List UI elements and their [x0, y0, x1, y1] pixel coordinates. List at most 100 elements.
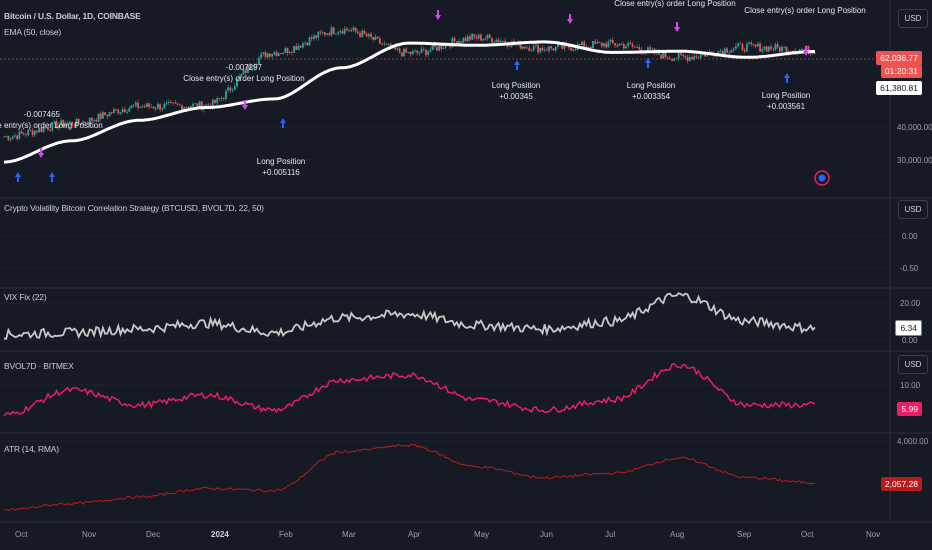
candle-body — [97, 113, 100, 122]
atr-pane-title[interactable]: ATR (14, RMA) — [4, 444, 59, 454]
candle-body — [244, 69, 247, 73]
trade-annotation: Long Position +0.00345 — [491, 81, 541, 101]
candle-body — [341, 31, 344, 34]
candle-body — [477, 34, 480, 39]
candle-body — [295, 46, 298, 50]
time-label: Nov — [866, 530, 881, 539]
time-label: Sep — [737, 530, 752, 539]
candle-body — [106, 115, 109, 117]
currency-button-strategy[interactable]: USD — [898, 200, 928, 219]
candle-body — [42, 127, 45, 132]
candle-body — [488, 34, 491, 38]
candle-body — [534, 44, 537, 46]
candle-body — [36, 130, 38, 133]
vix-fix-line — [4, 292, 816, 340]
candle-body — [482, 39, 485, 41]
currency-button-main[interactable]: USD — [898, 9, 928, 28]
candle-body — [163, 103, 166, 109]
candle-body — [545, 49, 548, 51]
candle-body — [462, 37, 465, 43]
candle-body — [334, 33, 337, 35]
candle-body — [271, 54, 274, 57]
candle-body — [416, 50, 419, 53]
candle-body — [242, 69, 245, 75]
candle-body — [387, 43, 390, 45]
bvol-value-badge: 5.99 — [897, 402, 922, 416]
candle-body — [785, 46, 788, 54]
candle-body — [93, 120, 96, 121]
candle-body — [260, 53, 263, 58]
candle-body — [378, 38, 381, 44]
atr-tick: 4,000.00 — [897, 437, 929, 446]
candle-body — [581, 41, 583, 46]
candle-body — [466, 36, 469, 42]
candle-body — [51, 122, 54, 131]
candle-body — [291, 51, 293, 53]
candle-body — [598, 41, 601, 43]
candle-body — [328, 33, 331, 36]
exit-arrow — [674, 22, 680, 32]
vix-fix-pane-title[interactable]: VIX Fix (22) — [4, 292, 47, 302]
candle-body — [66, 123, 69, 125]
candle-body — [765, 46, 768, 52]
candle-body — [11, 136, 14, 139]
candle-body — [359, 33, 361, 37]
candle-body — [18, 131, 21, 139]
candle-body — [282, 52, 285, 54]
candle-body — [20, 131, 23, 134]
price-tick: 40,000.00 — [897, 123, 932, 132]
exit-arrow — [435, 10, 441, 20]
candle-body — [38, 127, 41, 133]
candle-body — [9, 138, 12, 140]
candle-body — [141, 106, 144, 108]
candle-body — [77, 118, 80, 124]
candle-body — [352, 27, 355, 31]
candle-body — [458, 41, 460, 45]
candle-body — [523, 46, 526, 49]
candle-body — [504, 40, 507, 43]
current-price-badge: 62,036.77 — [876, 51, 922, 65]
candle-body — [121, 109, 124, 112]
candle-body — [3, 136, 5, 138]
candle-body — [484, 38, 487, 40]
candle-body — [214, 99, 216, 104]
candle-body — [280, 53, 282, 54]
bvol-pane-title[interactable]: BVOL7D · BITMEX — [4, 361, 74, 371]
candle-body — [258, 57, 260, 65]
strategy-pane-title[interactable]: Crypto Volatility Bitcoin Correlation St… — [4, 203, 264, 213]
candle-body — [299, 46, 302, 48]
candle-body — [739, 43, 742, 45]
candle-body — [317, 31, 320, 38]
candle-body — [627, 42, 630, 47]
candle-body — [570, 47, 572, 51]
candle-body — [361, 30, 364, 37]
candle-body — [444, 44, 447, 48]
candle-body — [502, 40, 504, 42]
candle-body — [440, 45, 443, 49]
candle-body — [721, 50, 724, 55]
candle-body — [647, 47, 649, 52]
candle-body — [772, 48, 775, 50]
candle-body — [323, 32, 326, 35]
candle-body — [152, 106, 155, 109]
candle-body — [431, 44, 434, 50]
candle-body — [539, 47, 542, 53]
exit-arrow — [567, 14, 573, 24]
time-label: Aug — [670, 530, 685, 539]
ema-indicator-label[interactable]: EMA (50, close) — [4, 27, 61, 37]
atr-line — [3, 443, 816, 511]
candle-body — [370, 33, 372, 37]
bar-countdown-badge: 01:20:31 — [880, 64, 922, 78]
candle-body — [798, 49, 801, 52]
trade-annotation: Long Position +0.005116 — [256, 157, 306, 177]
candle-body — [222, 97, 225, 99]
candle-body — [455, 41, 458, 45]
candle-body — [27, 130, 30, 136]
candle-body — [115, 109, 117, 111]
candle-body — [330, 27, 333, 36]
currency-button-bvol[interactable]: USD — [898, 355, 928, 374]
candle-body — [425, 49, 427, 55]
candle-body — [159, 104, 161, 110]
